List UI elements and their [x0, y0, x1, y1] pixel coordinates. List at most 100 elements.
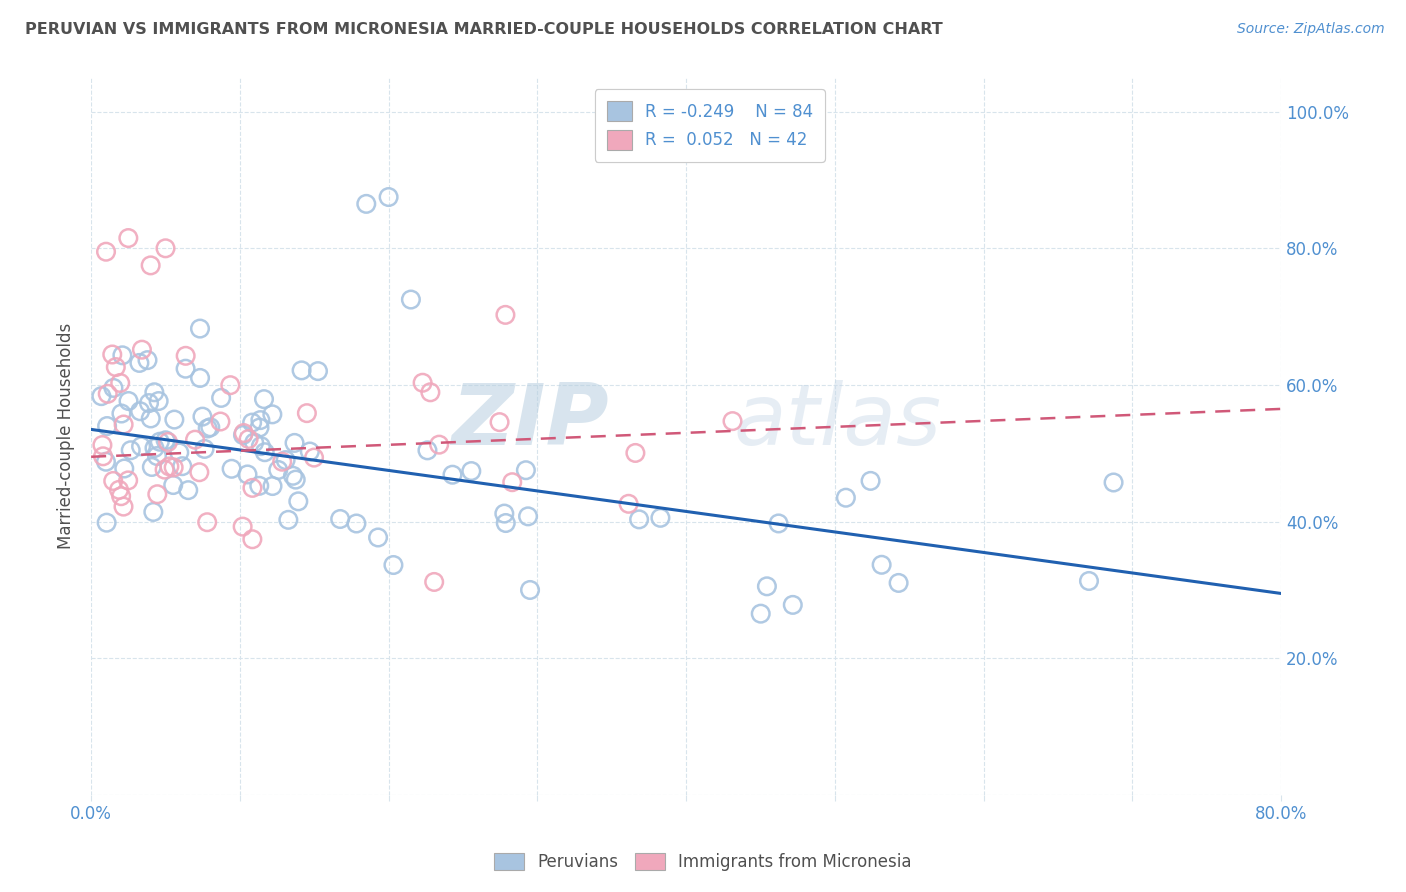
Text: ZIP: ZIP: [451, 380, 609, 464]
Point: [441, 467, 464, 482]
Point: [142, 505, 165, 519]
Point: [377, 190, 399, 204]
Point: [146, 487, 169, 501]
Legend: Peruvians, Immigrants from Micronesia: Peruvians, Immigrants from Micronesia: [485, 845, 921, 880]
Point: [117, 231, 139, 245]
Point: [108, 376, 131, 390]
Point: [94, 244, 117, 259]
Point: [96, 419, 118, 434]
Point: [412, 376, 434, 390]
Point: [112, 461, 135, 475]
Point: [117, 394, 139, 409]
Point: [177, 483, 200, 497]
Point: [501, 475, 523, 490]
Point: [284, 473, 307, 487]
Point: [120, 443, 142, 458]
Point: [298, 444, 321, 458]
Point: [110, 407, 132, 421]
Point: [650, 511, 672, 525]
Point: [427, 437, 450, 451]
Point: [157, 459, 180, 474]
Point: [148, 394, 170, 409]
Point: [782, 598, 804, 612]
Point: [117, 474, 139, 488]
Point: [283, 436, 305, 450]
Point: [188, 465, 211, 479]
Point: [768, 516, 790, 531]
Point: [103, 381, 125, 395]
Point: [174, 361, 197, 376]
Point: [242, 481, 264, 495]
Point: [219, 378, 242, 392]
Point: [195, 515, 218, 529]
Point: [253, 445, 276, 459]
Point: [262, 408, 284, 422]
Point: [191, 409, 214, 424]
Point: [141, 460, 163, 475]
Point: [162, 478, 184, 492]
Point: [209, 415, 232, 429]
Point: [307, 364, 329, 378]
Point: [143, 385, 166, 400]
Point: [488, 415, 510, 429]
Point: [197, 421, 219, 435]
Point: [721, 414, 744, 428]
Point: [749, 607, 772, 621]
Point: [240, 416, 263, 430]
Point: [193, 442, 215, 456]
Point: [249, 420, 271, 434]
Point: [416, 443, 439, 458]
Point: [1102, 475, 1125, 490]
Point: [188, 321, 211, 335]
Point: [870, 558, 893, 572]
Point: [129, 439, 152, 453]
Point: [174, 349, 197, 363]
Point: [139, 259, 162, 273]
Point: [495, 516, 517, 530]
Point: [356, 197, 378, 211]
Point: [169, 445, 191, 459]
Point: [494, 308, 516, 322]
Text: Source: ZipAtlas.com: Source: ZipAtlas.com: [1237, 22, 1385, 37]
Point: [163, 412, 186, 426]
Point: [367, 531, 389, 545]
Point: [274, 453, 297, 467]
Point: [232, 519, 254, 533]
Legend: R = -0.249    N = 84, R =  0.052   N = 42: R = -0.249 N = 84, R = 0.052 N = 42: [595, 89, 825, 161]
Point: [172, 459, 194, 474]
Point: [155, 241, 177, 255]
Point: [112, 417, 135, 432]
Point: [240, 533, 263, 547]
Point: [859, 474, 882, 488]
Point: [329, 512, 352, 526]
Point: [243, 435, 266, 450]
Point: [399, 293, 422, 307]
Point: [139, 411, 162, 425]
Point: [232, 425, 254, 440]
Point: [262, 479, 284, 493]
Point: [515, 463, 537, 477]
Y-axis label: Married-couple Households: Married-couple Households: [58, 323, 75, 549]
Point: [153, 462, 176, 476]
Point: [97, 386, 120, 401]
Point: [250, 439, 273, 453]
Point: [157, 435, 180, 450]
Point: [129, 404, 152, 418]
Point: [200, 420, 222, 434]
Point: [249, 413, 271, 427]
Point: [423, 574, 446, 589]
Point: [755, 579, 778, 593]
Point: [519, 582, 541, 597]
Point: [287, 494, 309, 508]
Point: [136, 353, 159, 368]
Point: [101, 347, 124, 361]
Point: [163, 460, 186, 475]
Point: [103, 474, 125, 488]
Point: [302, 450, 325, 465]
Point: [94, 455, 117, 469]
Point: [149, 434, 172, 449]
Point: [253, 392, 276, 406]
Point: [111, 348, 134, 362]
Point: [90, 389, 112, 403]
Point: [221, 462, 243, 476]
